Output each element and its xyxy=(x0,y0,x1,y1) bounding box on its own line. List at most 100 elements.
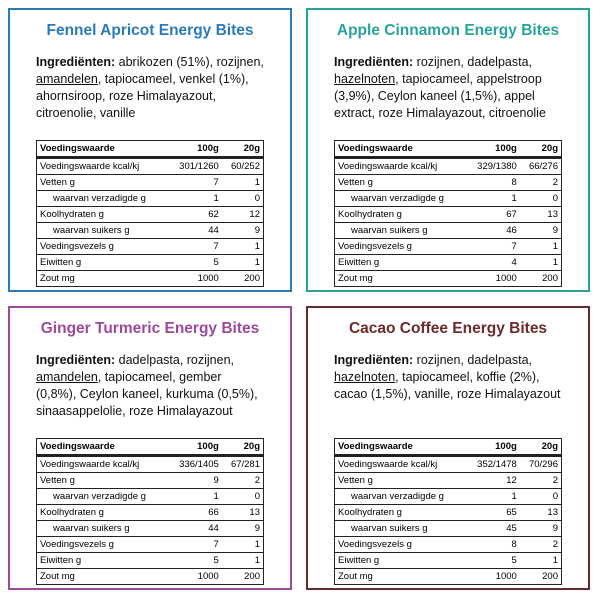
value-20g: 2 xyxy=(519,536,562,553)
value-20g: 2 xyxy=(519,472,562,489)
value-20g: 70/296 xyxy=(519,455,562,473)
table-row: Zout mg 1000 200 xyxy=(334,270,562,287)
header-cell: 100g xyxy=(168,438,222,457)
nutrition-table: Voedingswaarde 100g 20g Voedingswaarde kcal… xyxy=(36,140,264,287)
value-20g: 0 xyxy=(221,190,264,207)
value-100g: 1 xyxy=(168,488,222,505)
value-100g: 4 xyxy=(466,254,520,271)
ingredient-text: abrikozen (51%), rozijnen, xyxy=(118,55,264,69)
value-20g: 13 xyxy=(519,504,562,521)
row-label: waarvan verzadigde g xyxy=(36,488,169,505)
ingredient-text: , tapiocameel, gember (0,8%), Ceylon kan… xyxy=(36,370,258,418)
value-20g: 200 xyxy=(221,270,264,287)
row-label: waarvan suikers g xyxy=(334,222,467,239)
value-20g: 200 xyxy=(519,568,562,585)
value-20g: 2 xyxy=(519,174,562,191)
value-100g: 1 xyxy=(466,488,520,505)
ingredient-text: , tapiocameel, appelstroop (3,9%), Ceylo… xyxy=(334,72,546,120)
card-title: Cacao Coffee Energy Bites xyxy=(348,320,548,337)
value-20g: 67/281 xyxy=(221,455,264,473)
value-20g: 13 xyxy=(221,504,264,521)
table-row: waarvan suikers g 45 9 xyxy=(334,520,562,537)
value-20g: 1 xyxy=(519,238,562,255)
table-row: waarvan suikers g 44 9 xyxy=(36,222,264,239)
value-100g: 5 xyxy=(168,552,222,569)
table-row: Voedingswaarde kcal/kj 352/1478 70/296 xyxy=(334,455,562,473)
value-20g: 0 xyxy=(519,488,562,505)
ingredients-label: Ingrediënten: xyxy=(36,55,116,69)
value-20g: 9 xyxy=(221,520,264,537)
header-cell: 20g xyxy=(519,438,562,457)
row-label: waarvan verzadigde g xyxy=(36,190,169,207)
value-100g: 1000 xyxy=(168,270,222,287)
value-100g: 62 xyxy=(168,206,222,223)
ingredient-text: rozijnen, dadelpasta, xyxy=(416,55,533,69)
value-100g: 352/1478 xyxy=(466,455,520,473)
row-label: waarvan suikers g xyxy=(36,222,169,239)
value-100g: 336/1405 xyxy=(168,455,222,473)
value-20g: 200 xyxy=(221,568,264,585)
row-label: waarvan verzadigde g xyxy=(334,488,467,505)
ingredients: Ingrediënten: abrikozen (51%), rozijnen,… xyxy=(36,54,264,132)
ingredient-text: , tapiocameel, koffie (2%), cacao (1,5%)… xyxy=(334,370,561,401)
row-label: Zout mg xyxy=(36,270,169,287)
value-100g: 12 xyxy=(466,472,520,489)
row-label: Voedingsvezels g xyxy=(334,536,467,553)
table-header: Voedingswaarde 100g 20g xyxy=(334,140,562,159)
product-card: Ginger Turmeric Energy Bites Ingrediënten… xyxy=(8,306,292,590)
value-100g: 7 xyxy=(168,536,222,553)
table-row: Voedingswaarde kcal/kj 329/1380 66/276 xyxy=(334,157,562,175)
card-title: Ginger Turmeric Energy Bites xyxy=(40,320,260,337)
value-20g: 9 xyxy=(519,222,562,239)
table-row: Zout mg 1000 200 xyxy=(334,568,562,585)
ingredient-text: dadelpasta, rozijnen, xyxy=(118,353,235,367)
ingredients: Ingrediënten: dadelpasta, rozijnen, aman… xyxy=(36,352,264,430)
value-100g: 8 xyxy=(466,174,520,191)
value-100g: 301/1260 xyxy=(168,157,222,175)
table-row: Voedingswaarde kcal/kj 301/1260 60/252 xyxy=(36,157,264,175)
product-card: Apple Cinnamon Energy Bites Ingrediënten:… xyxy=(306,8,590,292)
card-title: Apple Cinnamon Energy Bites xyxy=(336,22,560,39)
value-20g: 1 xyxy=(221,254,264,271)
allergen: amandelen xyxy=(36,72,98,86)
row-label: Zout mg xyxy=(334,568,467,585)
header-cell: 100g xyxy=(466,140,520,159)
table-row: Vetten g 12 2 xyxy=(334,472,562,489)
header-cell: 100g xyxy=(168,140,222,159)
row-label: Voedingswaarde kcal/kj xyxy=(334,455,467,473)
allergen: amandelen xyxy=(36,370,98,384)
table-row: Koolhydraten g 62 12 xyxy=(36,206,264,223)
value-100g: 67 xyxy=(466,206,520,223)
value-100g: 46 xyxy=(466,222,520,239)
allergen: hazelnoten xyxy=(334,370,396,384)
table-row: Zout mg 1000 200 xyxy=(36,568,264,585)
ingredients-label: Ingrediënten: xyxy=(36,353,116,367)
table-header: Voedingswaarde 100g 20g xyxy=(36,140,264,159)
row-label: Voedingsvezels g xyxy=(36,536,169,553)
ingredients: Ingrediënten: rozijnen, dadelpasta, haze… xyxy=(334,352,562,430)
nutrition-table: Voedingswaarde 100g 20g Voedingswaarde kcal… xyxy=(36,438,264,585)
ingredients: Ingrediënten: rozijnen, dadelpasta, haze… xyxy=(334,54,562,132)
row-label: Koolhydraten g xyxy=(36,504,169,521)
row-label: Zout mg xyxy=(36,568,169,585)
value-20g: 200 xyxy=(519,270,562,287)
allergen: hazelnoten xyxy=(334,72,396,86)
row-label: Koolhydraten g xyxy=(334,504,467,521)
header-cell: Voedingswaarde xyxy=(334,438,467,457)
header-cell: Voedingswaarde xyxy=(36,438,169,457)
row-label: Voedingsvezels g xyxy=(334,238,467,255)
row-label: Eiwitten g xyxy=(334,254,467,271)
row-label: Vetten g xyxy=(334,174,467,191)
row-label: Voedingswaarde kcal/kj xyxy=(36,455,169,473)
product-card: Cacao Coffee Energy Bites Ingrediënten: r… xyxy=(306,306,590,590)
value-100g: 1 xyxy=(168,190,222,207)
header-cell: 20g xyxy=(519,140,562,159)
value-20g: 1 xyxy=(519,254,562,271)
